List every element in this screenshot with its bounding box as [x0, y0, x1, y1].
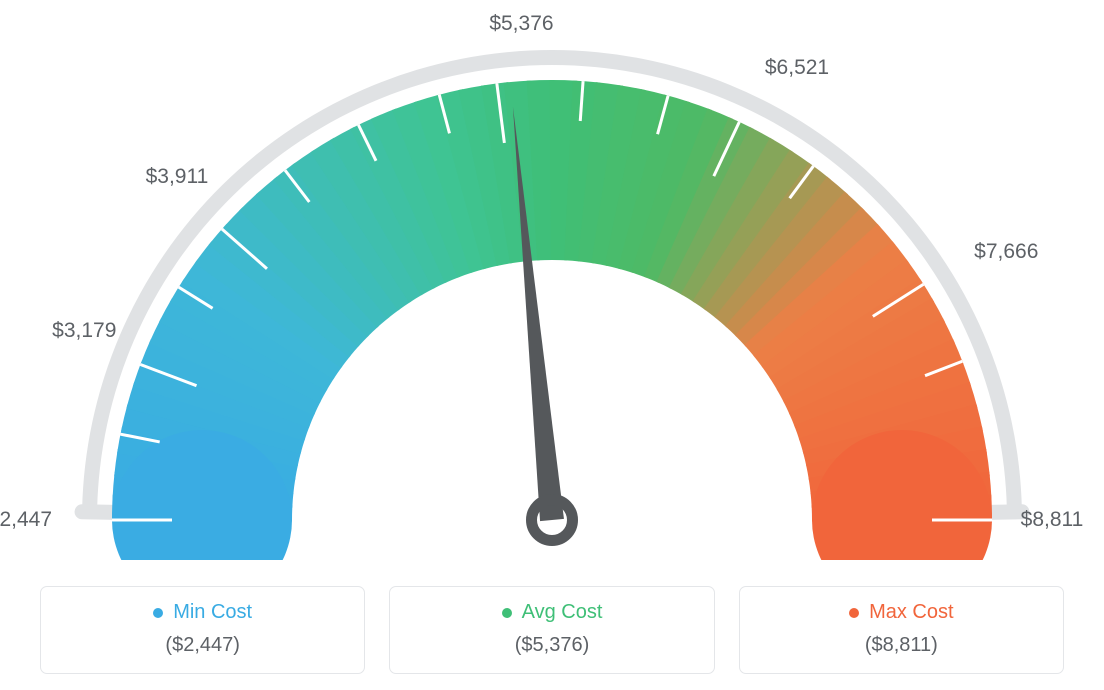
cost-gauge-chart: $2,447 $3,179 $3,911 $5,376 $6,521 $7,666 $8,8… [0, 0, 1104, 690]
gauge-tick-label: $6,521 [765, 56, 829, 80]
legend-row: Min Cost ($2,447) Avg Cost ($5,376) Max Cost… [0, 570, 1104, 690]
legend-dot-icon [502, 608, 512, 618]
gauge-area: $2,447 $3,179 $3,911 $5,376 $6,521 $7,666 $8,8… [0, 0, 1104, 560]
legend-card: Avg Cost ($5,376) [389, 586, 714, 674]
legend-dot-icon [849, 608, 859, 618]
legend-value: ($2,447) [51, 634, 354, 657]
gauge-tick-label: $7,666 [974, 240, 1038, 264]
legend-dot-icon [153, 608, 163, 618]
gauge-tick-label: $3,911 [146, 165, 209, 189]
legend-title: Max Cost [869, 601, 953, 624]
gauge-tick-label: $3,179 [52, 319, 116, 343]
gauge-tick-label: $2,447 [0, 508, 52, 532]
gauge-tick-label: $8,811 [1021, 508, 1084, 532]
legend-value: ($5,376) [400, 634, 703, 657]
legend-title: Min Cost [173, 601, 252, 624]
legend-title: Avg Cost [522, 601, 603, 624]
legend-card: Min Cost ($2,447) [40, 586, 365, 674]
legend-value: ($8,811) [750, 634, 1053, 657]
gauge-tick-label: $5,376 [489, 12, 553, 36]
legend-card: Max Cost ($8,811) [739, 586, 1064, 674]
